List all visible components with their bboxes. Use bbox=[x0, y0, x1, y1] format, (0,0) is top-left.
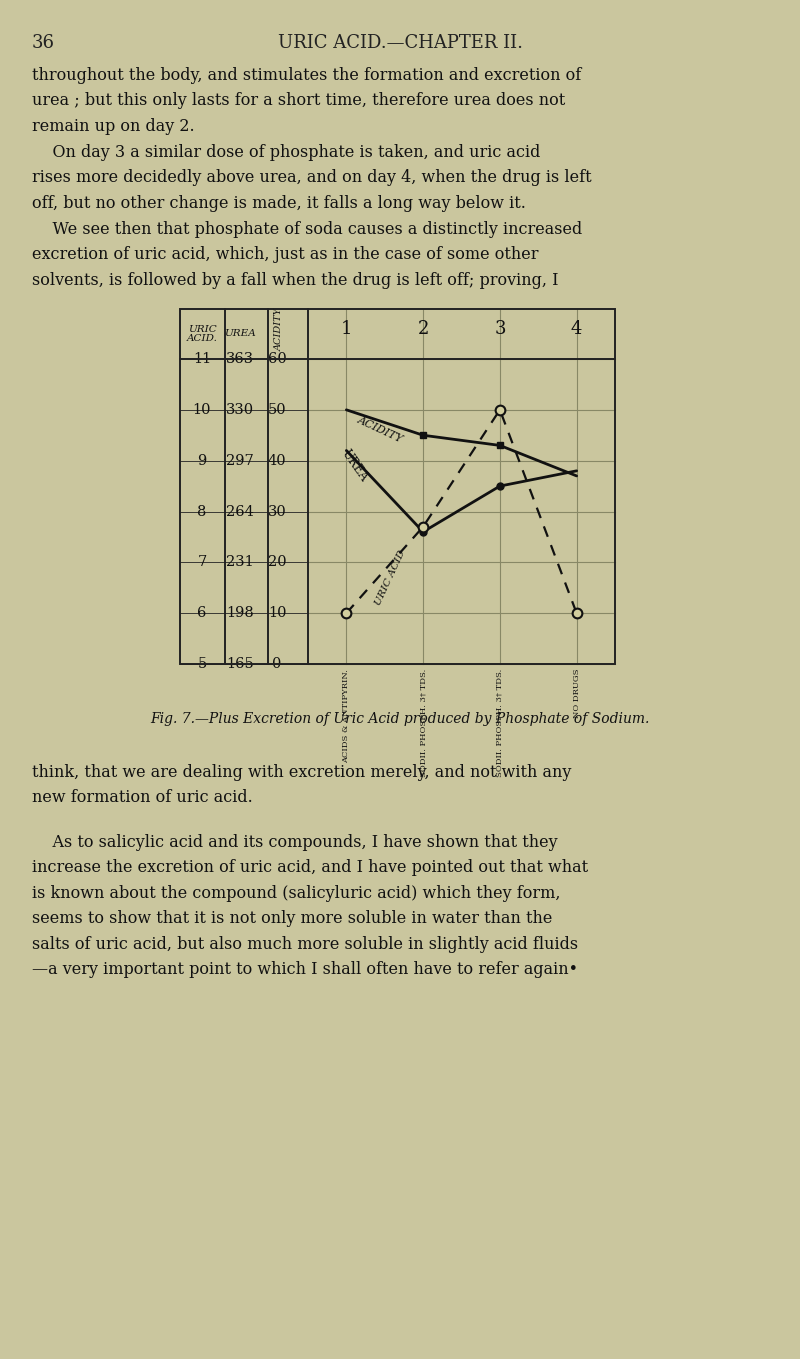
Text: 363: 363 bbox=[226, 352, 254, 366]
Text: 60: 60 bbox=[268, 352, 286, 366]
Text: SODII. PHOSPH. 3† TDS.: SODII. PHOSPH. 3† TDS. bbox=[496, 669, 504, 777]
Text: 40: 40 bbox=[268, 454, 286, 467]
Text: 6: 6 bbox=[198, 606, 206, 620]
Text: 20: 20 bbox=[268, 556, 286, 569]
Text: NO DRUGS: NO DRUGS bbox=[573, 669, 581, 719]
Text: 10: 10 bbox=[268, 606, 286, 620]
Text: throughout the body, and stimulates the formation and excretion of
urea ; but th: throughout the body, and stimulates the … bbox=[32, 67, 582, 135]
Text: URIC ACID: URIC ACID bbox=[374, 549, 406, 606]
Text: 264: 264 bbox=[226, 504, 254, 519]
Text: 297: 297 bbox=[226, 454, 254, 467]
Text: UREA: UREA bbox=[224, 329, 256, 338]
Text: 10: 10 bbox=[193, 402, 211, 417]
Text: As to salicylic acid and its compounds, I have shown that they
increase the excr: As to salicylic acid and its compounds, … bbox=[32, 834, 588, 978]
Text: 50: 50 bbox=[268, 402, 286, 417]
Text: 30: 30 bbox=[268, 504, 286, 519]
Text: UREA: UREA bbox=[338, 447, 370, 484]
Text: 330: 330 bbox=[226, 402, 254, 417]
Text: 36: 36 bbox=[32, 34, 55, 52]
Text: ACIDITY: ACIDITY bbox=[356, 414, 405, 444]
Text: 8: 8 bbox=[198, 504, 206, 519]
Text: 231: 231 bbox=[226, 556, 254, 569]
Text: ACIDS & ANTIPYRIN.: ACIDS & ANTIPYRIN. bbox=[342, 669, 350, 762]
Text: URIC
ACID.: URIC ACID. bbox=[186, 325, 218, 344]
Text: think, that we are dealing with excretion merely, and not with any
new formation: think, that we are dealing with excretio… bbox=[32, 764, 571, 806]
Text: Fig. 7.—Plus Excretion of Uric Acid produced by Phosphate of Sodium.: Fig. 7.—Plus Excretion of Uric Acid prod… bbox=[150, 712, 650, 726]
Text: 9: 9 bbox=[198, 454, 206, 467]
Text: On day 3 a similar dose of phosphate is taken, and uric acid
rises more decidedl: On day 3 a similar dose of phosphate is … bbox=[32, 144, 592, 212]
Bar bbox=[180, 308, 615, 665]
Text: SODII. PHOSPH. 3† TDS.: SODII. PHOSPH. 3† TDS. bbox=[419, 669, 427, 777]
Text: 165: 165 bbox=[226, 656, 254, 671]
Text: 3: 3 bbox=[494, 319, 506, 338]
Text: We see then that phosphate of soda causes a distinctly increased
excretion of ur: We see then that phosphate of soda cause… bbox=[32, 222, 582, 289]
Text: 2: 2 bbox=[418, 319, 429, 338]
Text: 1: 1 bbox=[341, 319, 352, 338]
Text: 0: 0 bbox=[272, 656, 282, 671]
Text: URIC ACID.—CHAPTER II.: URIC ACID.—CHAPTER II. bbox=[278, 34, 522, 52]
Text: 5: 5 bbox=[198, 656, 206, 671]
Text: 4: 4 bbox=[571, 319, 582, 338]
Text: 198: 198 bbox=[226, 606, 254, 620]
Text: ACIDITY: ACIDITY bbox=[274, 307, 283, 351]
Text: 11: 11 bbox=[193, 352, 211, 366]
Text: 7: 7 bbox=[198, 556, 206, 569]
